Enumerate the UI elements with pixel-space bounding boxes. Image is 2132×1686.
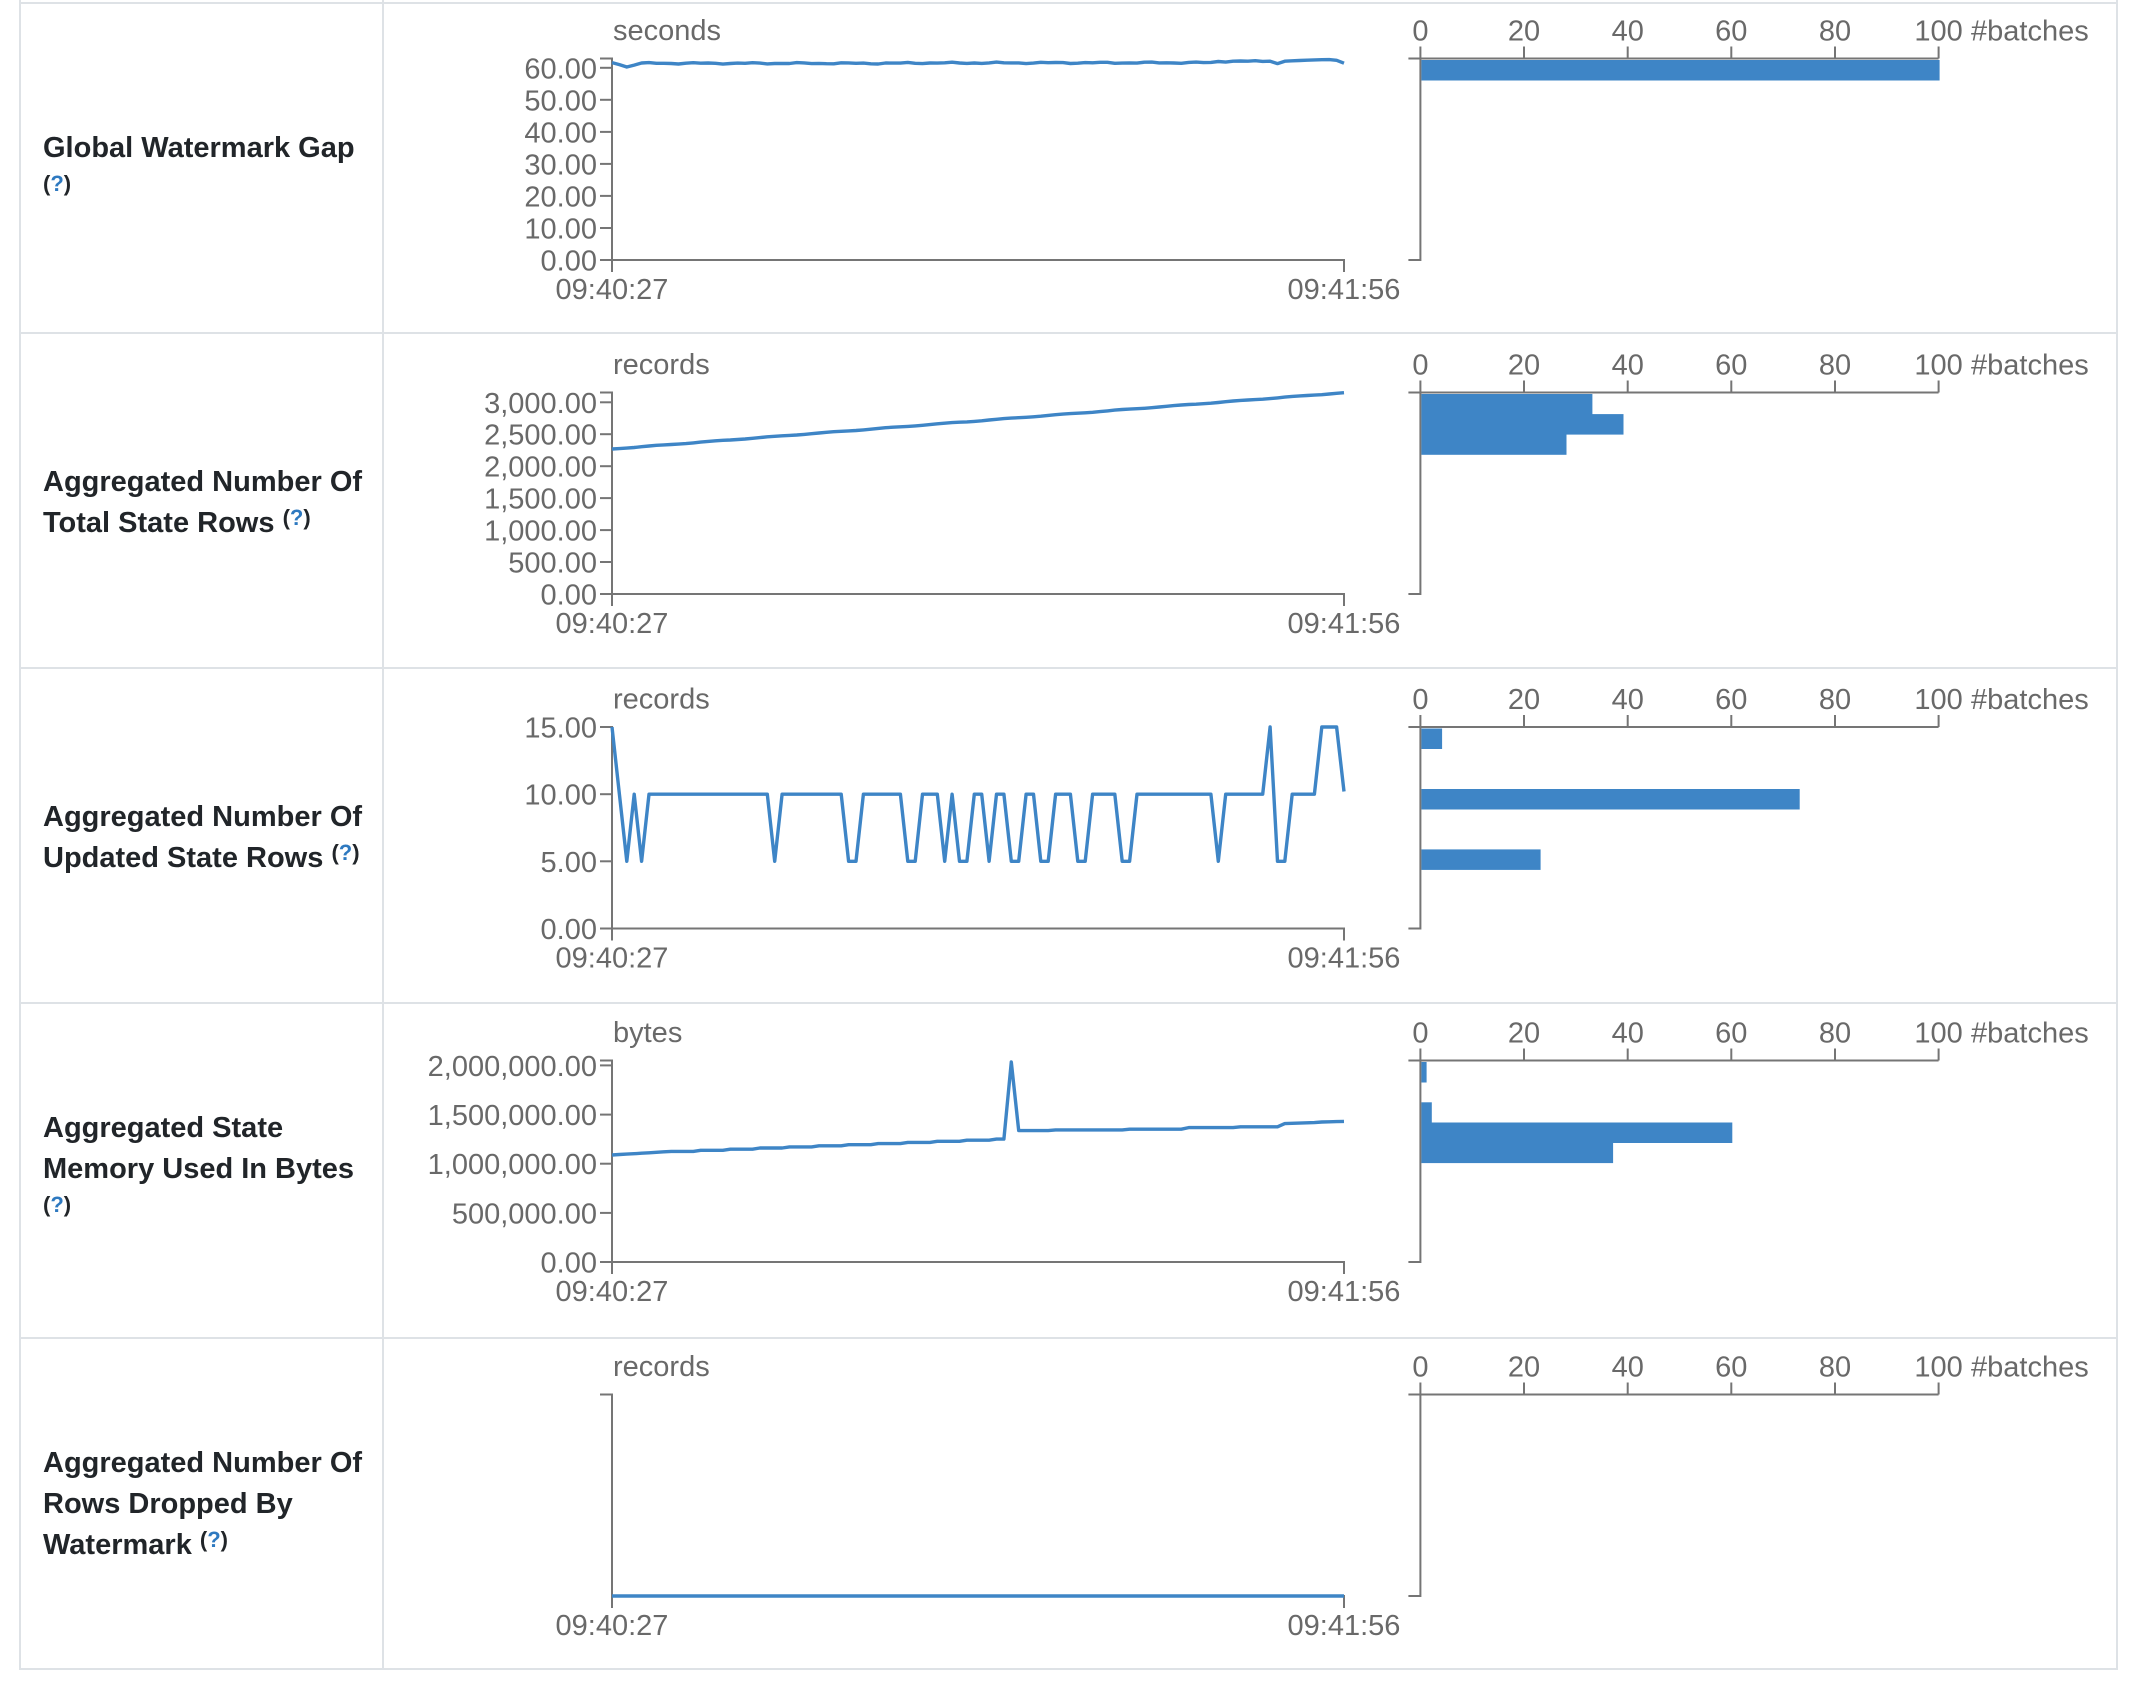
svg-text:0.00: 0.00 (541, 246, 597, 278)
svg-text:1,500,000.00: 1,500,000.00 (428, 1100, 597, 1132)
svg-text:80: 80 (1819, 16, 1851, 48)
svg-text:60: 60 (1715, 1018, 1747, 1050)
svg-text:0.00: 0.00 (541, 580, 597, 612)
svg-text:30.00: 30.00 (524, 149, 597, 181)
svg-text:records: records (613, 684, 710, 716)
svg-text:20: 20 (1508, 1352, 1540, 1384)
svg-text:09:40:27: 09:40:27 (556, 608, 669, 640)
svg-text:1,500.00: 1,500.00 (484, 484, 597, 516)
svg-text:0: 0 (1412, 1352, 1428, 1384)
svg-text:1,000.00: 1,000.00 (484, 516, 597, 548)
svg-text:100: 100 (1914, 1018, 1962, 1050)
svg-text:09:40:27: 09:40:27 (556, 943, 669, 975)
svg-text:09:40:27: 09:40:27 (556, 1610, 669, 1642)
svg-text:80: 80 (1819, 684, 1851, 716)
svg-text:40: 40 (1612, 350, 1644, 382)
svg-text:records: records (613, 1351, 710, 1383)
svg-text:5.00: 5.00 (541, 847, 597, 879)
svg-text:seconds: seconds (613, 15, 721, 47)
svg-text:#batches: #batches (1971, 16, 2089, 48)
svg-text:20.00: 20.00 (524, 181, 597, 213)
svg-text:40: 40 (1612, 16, 1644, 48)
svg-text:#batches: #batches (1971, 1018, 2089, 1050)
svg-text:2,000.00: 2,000.00 (484, 452, 597, 484)
svg-text:100: 100 (1914, 16, 1962, 48)
svg-text:09:40:27: 09:40:27 (556, 1276, 669, 1308)
svg-text:40: 40 (1612, 684, 1644, 716)
svg-text:09:41:56: 09:41:56 (1288, 1276, 1401, 1308)
svg-text:3,000.00: 3,000.00 (484, 388, 597, 420)
svg-text:09:41:56: 09:41:56 (1288, 1610, 1401, 1642)
svg-text:09:40:27: 09:40:27 (556, 274, 669, 306)
svg-text:100: 100 (1914, 684, 1962, 716)
svg-text:10.00: 10.00 (524, 780, 597, 812)
svg-text:60: 60 (1715, 350, 1747, 382)
svg-text:0: 0 (1412, 1018, 1428, 1050)
svg-text:2,500.00: 2,500.00 (484, 420, 597, 452)
svg-text:100: 100 (1914, 350, 1962, 382)
svg-text:1,000,000.00: 1,000,000.00 (428, 1149, 597, 1181)
svg-text:20: 20 (1508, 16, 1540, 48)
svg-text:60: 60 (1715, 684, 1747, 716)
svg-text:0.00: 0.00 (541, 1248, 597, 1280)
svg-text:20: 20 (1508, 350, 1540, 382)
svg-text:40: 40 (1612, 1018, 1644, 1050)
svg-text:0: 0 (1412, 16, 1428, 48)
svg-text:15.00: 15.00 (524, 713, 597, 745)
svg-text:#batches: #batches (1971, 350, 2089, 382)
svg-text:0: 0 (1412, 350, 1428, 382)
svg-text:60: 60 (1715, 16, 1747, 48)
svg-text:20: 20 (1508, 1018, 1540, 1050)
svg-text:09:41:56: 09:41:56 (1288, 943, 1401, 975)
svg-text:records: records (613, 349, 710, 381)
svg-text:10.00: 10.00 (524, 214, 597, 246)
svg-text:0: 0 (1412, 684, 1428, 716)
svg-text:09:41:56: 09:41:56 (1288, 274, 1401, 306)
svg-text:#batches: #batches (1971, 1352, 2089, 1384)
svg-text:40.00: 40.00 (524, 117, 597, 149)
svg-text:60.00: 60.00 (524, 53, 597, 85)
svg-text:20: 20 (1508, 684, 1540, 716)
svg-text:40: 40 (1612, 1352, 1644, 1384)
svg-text:2,000,000.00: 2,000,000.00 (428, 1051, 597, 1083)
svg-text:0.00: 0.00 (541, 914, 597, 946)
svg-text:#batches: #batches (1971, 684, 2089, 716)
svg-text:50.00: 50.00 (524, 85, 597, 117)
svg-text:100: 100 (1914, 1352, 1962, 1384)
svg-text:bytes: bytes (613, 1017, 682, 1049)
svg-text:500.00: 500.00 (508, 548, 597, 580)
svg-text:09:41:56: 09:41:56 (1288, 608, 1401, 640)
svg-text:500,000.00: 500,000.00 (452, 1198, 597, 1230)
svg-text:80: 80 (1819, 1018, 1851, 1050)
svg-text:80: 80 (1819, 350, 1851, 382)
svg-text:60: 60 (1715, 1352, 1747, 1384)
svg-text:80: 80 (1819, 1352, 1851, 1384)
